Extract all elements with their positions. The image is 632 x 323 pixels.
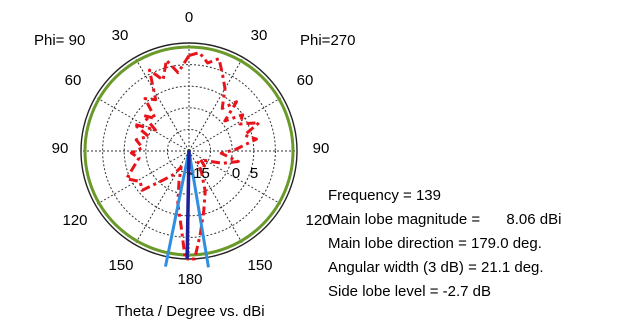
angle-label-right-30: 30 <box>251 27 268 44</box>
grid-ring-2 <box>145 107 233 195</box>
main-lobe-direction-text: Main lobe direction = 179.0 deg. <box>328 235 542 252</box>
main-lobe-magnitude-row: Main lobe magnitude = 8.06 dBi <box>328 208 628 232</box>
radial-label-0: 0 <box>232 165 240 182</box>
radial-label-minus15: -15 <box>188 165 210 182</box>
info-panel: Frequency = 139 Main lobe magnitude = 8.… <box>328 184 628 304</box>
angle-label-left-90: 90 <box>52 140 69 157</box>
grid-spoke-240 <box>95 150 190 206</box>
grid-ring-4 <box>102 64 276 238</box>
beamwidth-line-2 <box>187 150 210 268</box>
angle-label-right-60: 60 <box>297 72 314 89</box>
beamwidth-line-1 <box>164 150 191 267</box>
phi-left-label: Phi= 90 <box>34 32 85 49</box>
x-axis-label: Theta / Degree vs. dBi <box>115 303 264 320</box>
grid-spoke-330 <box>134 57 190 152</box>
main-lobe-line <box>185 150 191 260</box>
series-line-1 <box>125 54 191 261</box>
frequency-text: Frequency = 139 <box>328 187 441 204</box>
angle-label-0: 0 <box>185 9 193 26</box>
angle-label-left-30: 30 <box>112 27 129 44</box>
angle-label-right-150: 150 <box>247 257 272 274</box>
angle-label-left-120: 120 <box>62 212 87 229</box>
angle-label-right-90: 90 <box>313 140 330 157</box>
lobe-layer <box>164 150 210 268</box>
angle-label-left-60: 60 <box>65 72 82 89</box>
angle-label-right-120: 120 <box>305 212 330 229</box>
grid-spoke-30 <box>188 57 244 152</box>
main-lobe-magnitude-label: Main lobe magnitude = <box>328 211 481 228</box>
reference-circle <box>83 45 295 257</box>
side-lobe-level-text: Side lobe level = -2.7 dB <box>328 283 492 300</box>
main-lobe-magnitude-value: 8.06 dBi <box>506 211 562 228</box>
radial-label-5: 5 <box>250 165 258 182</box>
phi-right-label: Phi=270 <box>300 32 355 49</box>
angular-width-text: Angular width (3 dB) = 21.1 deg. <box>328 259 544 276</box>
series-layer <box>125 51 261 261</box>
grid-spoke-60 <box>188 96 283 152</box>
grid-spoke-300 <box>95 96 190 152</box>
grid-spoke-150 <box>188 150 244 245</box>
series-line-2 <box>188 51 261 261</box>
angle-label-180: 180 <box>177 271 202 288</box>
angle-label-left-150: 150 <box>108 257 133 274</box>
